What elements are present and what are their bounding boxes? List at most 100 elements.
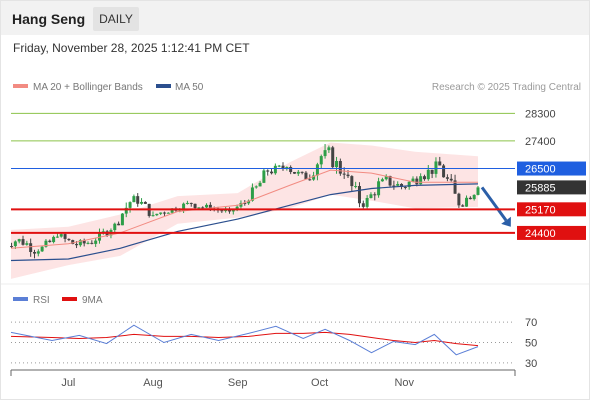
candle-body <box>277 165 281 167</box>
candle-body <box>354 186 358 188</box>
candle-body <box>117 223 121 226</box>
level-label-25170: 25170 <box>525 204 556 216</box>
candle-body <box>231 209 235 212</box>
level-tag-25170 <box>517 202 586 217</box>
candle-body <box>128 202 132 208</box>
candle-body <box>350 176 354 187</box>
candle-body <box>258 182 262 187</box>
candle-body <box>449 178 453 181</box>
candle-body <box>254 186 258 188</box>
ma9-legend-swatch <box>62 297 77 301</box>
candle-body <box>52 236 56 243</box>
candle-body <box>411 178 415 182</box>
candle-body <box>78 240 82 246</box>
instrument-title: Hang Seng <box>12 11 86 27</box>
candle-body <box>182 203 186 211</box>
candle-body <box>361 203 365 207</box>
candle-body <box>472 194 476 200</box>
ma20-line <box>10 169 478 249</box>
candle-body <box>292 172 296 174</box>
candle-body <box>442 165 446 178</box>
candle-body <box>465 197 469 207</box>
candle-body <box>59 234 63 237</box>
candle-body <box>155 213 159 216</box>
candle-body <box>323 150 327 157</box>
candle-body <box>71 240 75 245</box>
candle-body <box>10 246 14 248</box>
candle-body <box>365 197 369 207</box>
ma50-legend-swatch <box>156 84 171 88</box>
candle-body <box>235 206 239 210</box>
candle-body <box>403 186 407 188</box>
candle-body <box>220 210 224 212</box>
candle-body <box>32 252 36 254</box>
ma20-legend-swatch <box>13 84 28 88</box>
candle-body <box>335 160 339 168</box>
candle-body <box>40 246 44 252</box>
candle-body <box>331 147 335 168</box>
candle-body <box>422 176 426 180</box>
ma20-legend-label: MA 20 + Bollinger Bands <box>33 82 143 93</box>
projection-arrow-shaft <box>480 186 508 222</box>
candle-body <box>197 207 201 209</box>
candle-body <box>124 207 128 214</box>
candle-body <box>438 161 442 166</box>
candle-body <box>281 165 285 169</box>
candle-body <box>101 231 105 233</box>
candle-body <box>132 196 136 203</box>
rsi-ma9-line <box>10 331 479 347</box>
candle-body <box>201 207 205 209</box>
candle-body <box>319 156 323 165</box>
x-tick-label-sep: Sep <box>228 377 248 389</box>
rsi-line <box>10 324 479 356</box>
candle-body <box>285 167 289 169</box>
candle-body <box>36 251 40 254</box>
candle-body <box>86 242 90 244</box>
candle-body <box>166 212 170 214</box>
level-label-26500: 26500 <box>525 164 556 176</box>
candle-body <box>346 174 350 177</box>
candle-body <box>208 204 212 210</box>
projection-arrow-head <box>501 216 511 227</box>
level-label-24400: 24400 <box>525 228 556 240</box>
x-tick-label-aug: Aug <box>143 377 163 389</box>
candle-body <box>75 244 79 246</box>
candle-body <box>25 243 29 245</box>
candle-body <box>243 202 247 204</box>
candle-body <box>270 171 274 174</box>
candle-body <box>262 170 266 183</box>
candle-body <box>97 232 101 241</box>
candle-body <box>315 164 319 176</box>
candle-body <box>136 196 140 204</box>
level-label-27400: 27400 <box>525 136 556 148</box>
candle-body <box>415 178 419 185</box>
candle-body <box>266 170 270 172</box>
rsi-legend-swatch <box>13 297 28 301</box>
candle-body <box>434 161 438 174</box>
candle-body <box>273 165 277 174</box>
candle-body <box>476 187 480 195</box>
candle-body <box>400 183 404 187</box>
level-tag-24400 <box>517 225 586 240</box>
candle-body <box>419 176 423 185</box>
candle-body <box>17 239 21 242</box>
ma50-legend-label: MA 50 <box>175 82 204 93</box>
candle-body <box>373 194 377 196</box>
candle-body <box>304 172 308 180</box>
candle-body <box>44 240 48 247</box>
candle-body <box>369 194 373 198</box>
bollinger-band-area <box>11 142 478 279</box>
candle-body <box>13 241 17 247</box>
candle-body <box>29 243 33 253</box>
candle-body <box>120 213 124 226</box>
candle-body <box>159 212 163 214</box>
x-tick-label-jul: Jul <box>61 377 75 389</box>
candle-body <box>193 203 197 209</box>
candle-body <box>426 169 430 180</box>
candle-body <box>461 205 465 207</box>
candle-body <box>143 201 147 204</box>
period-button[interactable]: DAILY <box>93 7 139 31</box>
rsi-panel: 70 50 30 <box>10 317 537 370</box>
candle-body <box>312 175 316 180</box>
